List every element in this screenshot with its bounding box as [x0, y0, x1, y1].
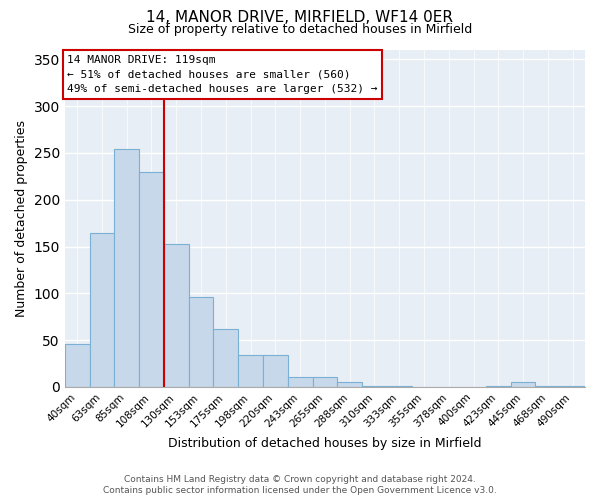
Text: 14 MANOR DRIVE: 119sqm
← 51% of detached houses are smaller (560)
49% of semi-de: 14 MANOR DRIVE: 119sqm ← 51% of detached… [67, 54, 378, 94]
Bar [288, 376, 313, 387]
Bar [313, 376, 337, 387]
Bar [214, 329, 238, 387]
Bar [362, 386, 387, 387]
Text: Contains public sector information licensed under the Open Government Licence v3: Contains public sector information licen… [103, 486, 497, 495]
Y-axis label: Number of detached properties: Number of detached properties [15, 120, 28, 317]
Bar [511, 382, 535, 387]
Bar [188, 297, 214, 387]
Text: Size of property relative to detached houses in Mirfield: Size of property relative to detached ho… [128, 22, 472, 36]
Bar [560, 386, 585, 387]
Bar [89, 232, 115, 387]
Text: 14, MANOR DRIVE, MIRFIELD, WF14 0ER: 14, MANOR DRIVE, MIRFIELD, WF14 0ER [146, 10, 454, 25]
Bar [238, 355, 263, 387]
Bar [263, 355, 288, 387]
Text: Contains HM Land Registry data © Crown copyright and database right 2024.: Contains HM Land Registry data © Crown c… [124, 475, 476, 484]
Bar [65, 344, 89, 387]
X-axis label: Distribution of detached houses by size in Mirfield: Distribution of detached houses by size … [168, 437, 482, 450]
Bar [337, 382, 362, 387]
Bar [387, 386, 412, 387]
Bar [535, 386, 560, 387]
Bar [115, 149, 139, 387]
Bar [139, 172, 164, 387]
Bar [486, 386, 511, 387]
Bar [164, 244, 188, 387]
